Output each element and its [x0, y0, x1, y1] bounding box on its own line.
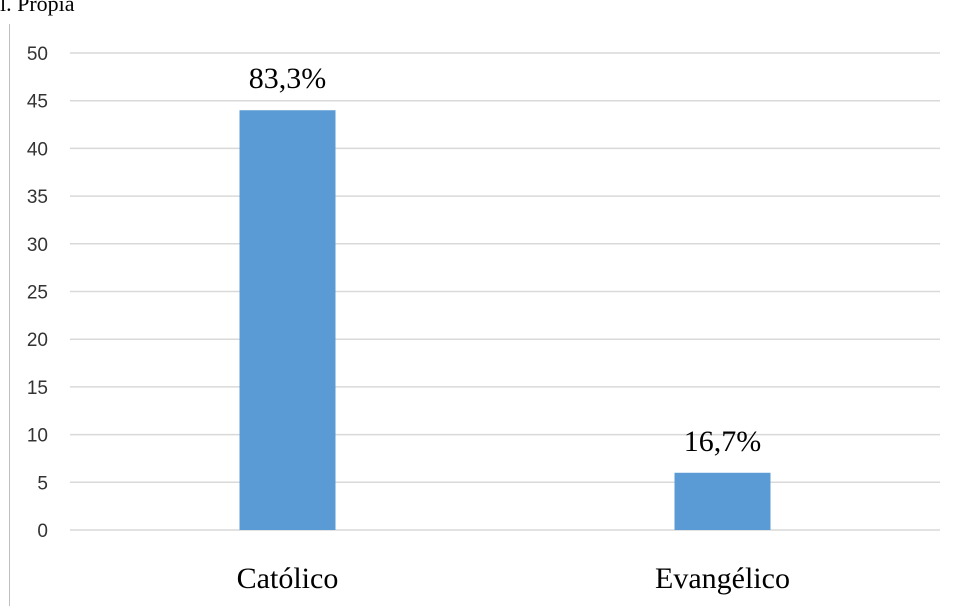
y-tick-label: 5 — [37, 473, 48, 494]
bar-2 — [674, 472, 771, 530]
y-tick-label: 40 — [27, 139, 48, 160]
y-tick-label: 25 — [27, 283, 48, 304]
category-label-1: Católico — [237, 562, 339, 595]
frame-border — [9, 24, 10, 606]
category-label-2: Evangélico — [655, 562, 790, 595]
y-tick-label: 50 — [27, 44, 48, 65]
y-axis-ticks: 0 5 10 15 20 25 30 35 40 45 50 — [27, 44, 48, 542]
bars — [239, 110, 771, 531]
y-tick-label: 15 — [27, 378, 48, 399]
y-tick-label: 0 — [37, 521, 48, 542]
y-tick-label: 45 — [27, 92, 48, 113]
category-labels: Católico Evangélico — [237, 562, 790, 595]
y-tick-label: 35 — [27, 187, 48, 208]
data-label-2: 16,7% — [684, 425, 762, 458]
y-tick-label: 20 — [27, 330, 48, 351]
y-tick-label: 10 — [27, 426, 48, 447]
gridlines — [70, 52, 940, 531]
y-tick-label: 30 — [27, 235, 48, 256]
bar-1 — [239, 110, 336, 531]
data-labels: 83,3% 16,7% — [249, 62, 762, 458]
source-note: l. Propia — [0, 0, 75, 16]
data-label-1: 83,3% — [249, 62, 327, 95]
